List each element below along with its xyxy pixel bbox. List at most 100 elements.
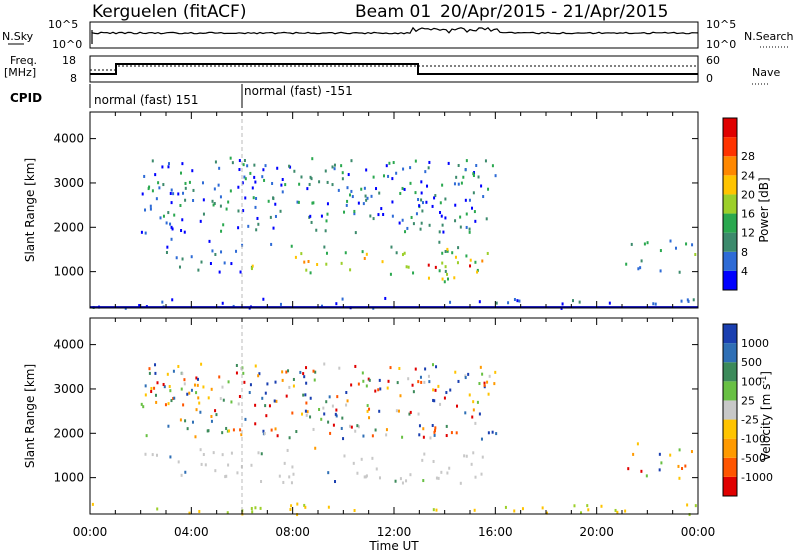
scatter-cell (372, 217, 375, 221)
scatter-cell (182, 403, 185, 407)
scatter-cell (406, 226, 409, 230)
scatter-cell (587, 508, 590, 512)
scatter-cell (254, 364, 257, 368)
beam-label: Beam 01 (355, 2, 431, 22)
scatter-cell (242, 209, 245, 213)
scatter-cell (459, 481, 462, 485)
scatter-cell (151, 159, 154, 163)
freq-tick-low: 8 (70, 72, 77, 85)
scatter-cell (188, 511, 191, 515)
scatter-cell (428, 380, 431, 384)
scatter-cell (387, 379, 390, 383)
scatter-cell (341, 416, 344, 420)
scatter-cell (443, 396, 446, 400)
scatter-cell (218, 270, 221, 274)
scatter-cell (341, 171, 344, 175)
scatter-cell (197, 396, 200, 400)
scatter-cell (435, 476, 438, 480)
scatter-cell (291, 411, 294, 415)
scatter-cell (144, 384, 147, 388)
scatter-cell (420, 221, 423, 225)
scatter-cell (227, 380, 230, 384)
cpid-panel: CPID normal (fast) 151 normal (fast) -15… (10, 84, 353, 108)
scatter-cell (300, 252, 303, 256)
scatter-cell (221, 301, 224, 305)
scatter-cell (464, 374, 467, 378)
scatter-cell (226, 429, 229, 433)
scatter-cell (181, 218, 184, 222)
scatter-cell (254, 422, 257, 426)
scatter-cell (391, 177, 394, 181)
scatter-cell (260, 452, 263, 456)
scatter-cell (173, 213, 176, 217)
scatter-cell (403, 251, 406, 255)
scatter-cell (196, 377, 199, 381)
scatter-cell (154, 371, 157, 375)
scatter-cell (412, 271, 415, 275)
scatter-cell (249, 383, 252, 387)
scatter-cell (462, 175, 465, 179)
scatter-cell (230, 400, 233, 404)
scatter-cell (288, 385, 291, 389)
scatter-cell (224, 475, 227, 479)
scatter-cell (285, 394, 288, 398)
scatter-cell (288, 436, 291, 440)
scatter-cell (204, 463, 207, 467)
scatter-cell (320, 214, 323, 218)
scatter-cell (288, 164, 291, 168)
scatter-cell (144, 208, 147, 212)
scatter-cell (475, 164, 478, 168)
scatter-cell (414, 159, 417, 163)
scatter-cell (446, 249, 449, 253)
scatter-cell (177, 460, 180, 464)
scatter-cell (424, 170, 427, 174)
scatter-cell (456, 404, 459, 408)
scatter-cell (445, 424, 448, 428)
scatter-cell (372, 175, 375, 179)
scatter-cell (471, 206, 474, 210)
scatter-cell (156, 507, 159, 511)
scatter-cell (175, 256, 178, 260)
scatter-cell (507, 301, 510, 305)
scatter-cell (190, 255, 193, 259)
scatter-cell (454, 255, 457, 259)
scatter-cell (417, 198, 420, 202)
scatter-cell (474, 260, 477, 264)
scatter-cell (494, 174, 497, 178)
scatter-cell (346, 399, 349, 403)
scatter-cell (316, 263, 319, 267)
scatter-cell (281, 378, 284, 382)
scatter-cell (474, 219, 477, 223)
scatter-cell (281, 190, 284, 194)
scatter-cell (196, 383, 199, 387)
scatter-cell (315, 228, 318, 232)
scatter-cell (264, 404, 267, 408)
scatter-cell (235, 371, 238, 375)
scatter-cell (244, 177, 247, 181)
scatter-cell (488, 374, 491, 378)
scatter-cell (354, 231, 357, 235)
scatter-cell (91, 502, 94, 506)
scatter-cell (180, 473, 183, 477)
scatter-cell (237, 185, 240, 189)
scatter-cell (378, 409, 381, 413)
colorbar-tick-label: 28 (741, 150, 755, 163)
scatter-cell (290, 504, 293, 508)
scatter-cell (305, 268, 308, 272)
scatter-cell (211, 199, 214, 203)
scatter-cell (169, 222, 172, 226)
colorbar-segment (723, 419, 737, 439)
colorbar-segment (723, 251, 737, 271)
scatter-cell (630, 242, 633, 246)
scatter-cell (419, 227, 422, 231)
time-tick-label: 20:00 (579, 525, 614, 539)
scatter-cell (541, 506, 544, 510)
scatter-cell (680, 299, 683, 303)
scatter-cell (341, 177, 344, 181)
scatter-cell (288, 475, 291, 479)
scatter-cell (513, 509, 516, 513)
scatter-cell (342, 437, 345, 441)
scatter-cell (457, 182, 460, 186)
scatter-cell (217, 183, 220, 187)
scatter-cell (260, 480, 263, 484)
